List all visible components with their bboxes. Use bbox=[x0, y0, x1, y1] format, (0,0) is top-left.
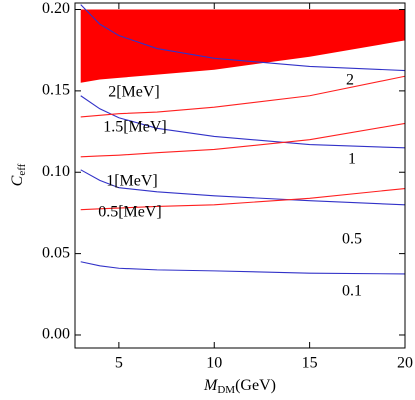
x-tick-label: 20 bbox=[397, 355, 413, 372]
curve bbox=[80, 122, 405, 158]
curve bbox=[80, 75, 405, 118]
x-label-unit: (GeV) bbox=[235, 377, 276, 394]
y-label-sub: eff bbox=[16, 163, 28, 175]
curve bbox=[80, 187, 405, 211]
plot-area bbox=[80, 4, 405, 275]
y-tick-label: 0.00 bbox=[42, 326, 70, 343]
annotation: 1[MeV] bbox=[106, 173, 158, 190]
annotation: 1.5[MeV] bbox=[103, 119, 167, 136]
shaded-region bbox=[80, 9, 405, 83]
y-tick-label: 0.05 bbox=[42, 244, 70, 261]
annotation: 0.1 bbox=[342, 283, 362, 300]
annotation: 0.5 bbox=[342, 231, 362, 248]
annotation: 1 bbox=[348, 151, 356, 168]
x-axis-label: MDM(GeV) bbox=[203, 377, 276, 396]
annotation: 2 bbox=[346, 72, 354, 89]
curve bbox=[80, 95, 405, 149]
y-tick-label: 0.20 bbox=[42, 0, 70, 17]
x-tick-label: 5 bbox=[115, 355, 123, 372]
x-label-sub: DM bbox=[217, 384, 235, 396]
y-axis-label: Ceff bbox=[9, 163, 28, 186]
x-tick-label: 15 bbox=[302, 355, 318, 372]
y-label-main: C bbox=[9, 175, 26, 186]
annotation: 0.5[MeV] bbox=[98, 204, 162, 221]
x-tick-label: 10 bbox=[206, 355, 222, 372]
y-tick-label: 0.15 bbox=[42, 82, 70, 99]
curve bbox=[80, 169, 405, 206]
y-tick-label: 0.10 bbox=[42, 163, 70, 180]
curve bbox=[80, 261, 405, 275]
frame bbox=[74, 2, 406, 349]
x-label-main: M bbox=[203, 377, 219, 394]
curve bbox=[80, 4, 405, 72]
annotation: 2[MeV] bbox=[108, 84, 160, 101]
